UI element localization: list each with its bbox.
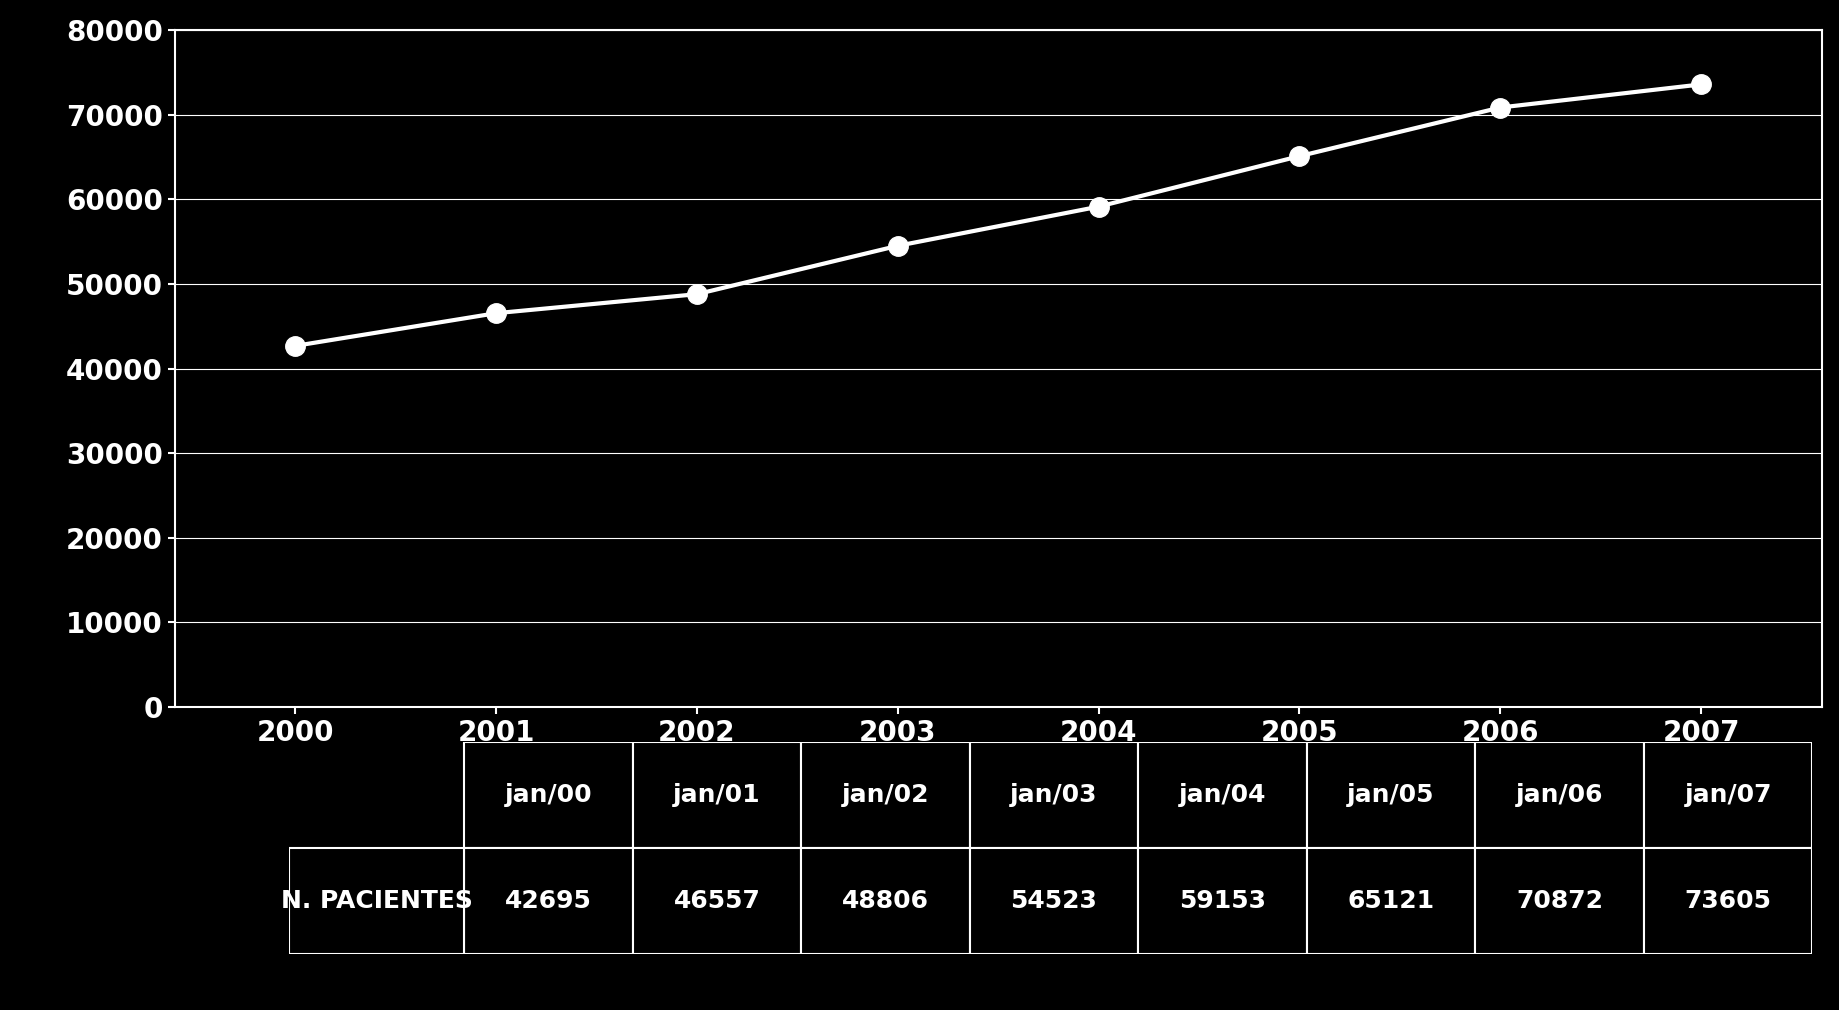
Bar (969, 848, 1138, 954)
Text: 42695: 42695 (504, 890, 592, 913)
Text: 73605: 73605 (1685, 890, 1771, 913)
Text: jan/05: jan/05 (1346, 784, 1434, 807)
Text: 48806: 48806 (842, 890, 929, 913)
Text: N. PACIENTES: N. PACIENTES (280, 890, 473, 913)
Bar (1642, 742, 1811, 848)
Text: 65121: 65121 (1346, 890, 1434, 913)
Bar (463, 742, 633, 848)
Text: jan/06: jan/06 (1515, 784, 1602, 807)
Bar (633, 848, 800, 954)
Text: jan/07: jan/07 (1683, 784, 1771, 807)
Bar (800, 742, 969, 848)
Text: 46557: 46557 (673, 890, 760, 913)
Bar (463, 848, 633, 954)
Bar (969, 742, 1138, 848)
Bar (633, 742, 800, 848)
Text: jan/02: jan/02 (840, 784, 929, 807)
Text: jan/01: jan/01 (673, 784, 760, 807)
Bar (1138, 742, 1306, 848)
Bar (1475, 848, 1642, 954)
Text: 54523: 54523 (1010, 890, 1096, 913)
Bar (289, 848, 463, 954)
Text: jan/04: jan/04 (1179, 784, 1265, 807)
Bar (1306, 742, 1475, 848)
Text: jan/00: jan/00 (504, 784, 592, 807)
Bar (1138, 848, 1306, 954)
Bar (1642, 848, 1811, 954)
Text: 59153: 59153 (1179, 890, 1265, 913)
Text: jan/03: jan/03 (1010, 784, 1098, 807)
Text: 70872: 70872 (1515, 890, 1602, 913)
Bar (800, 848, 969, 954)
Bar (1306, 848, 1475, 954)
Bar (1475, 742, 1642, 848)
